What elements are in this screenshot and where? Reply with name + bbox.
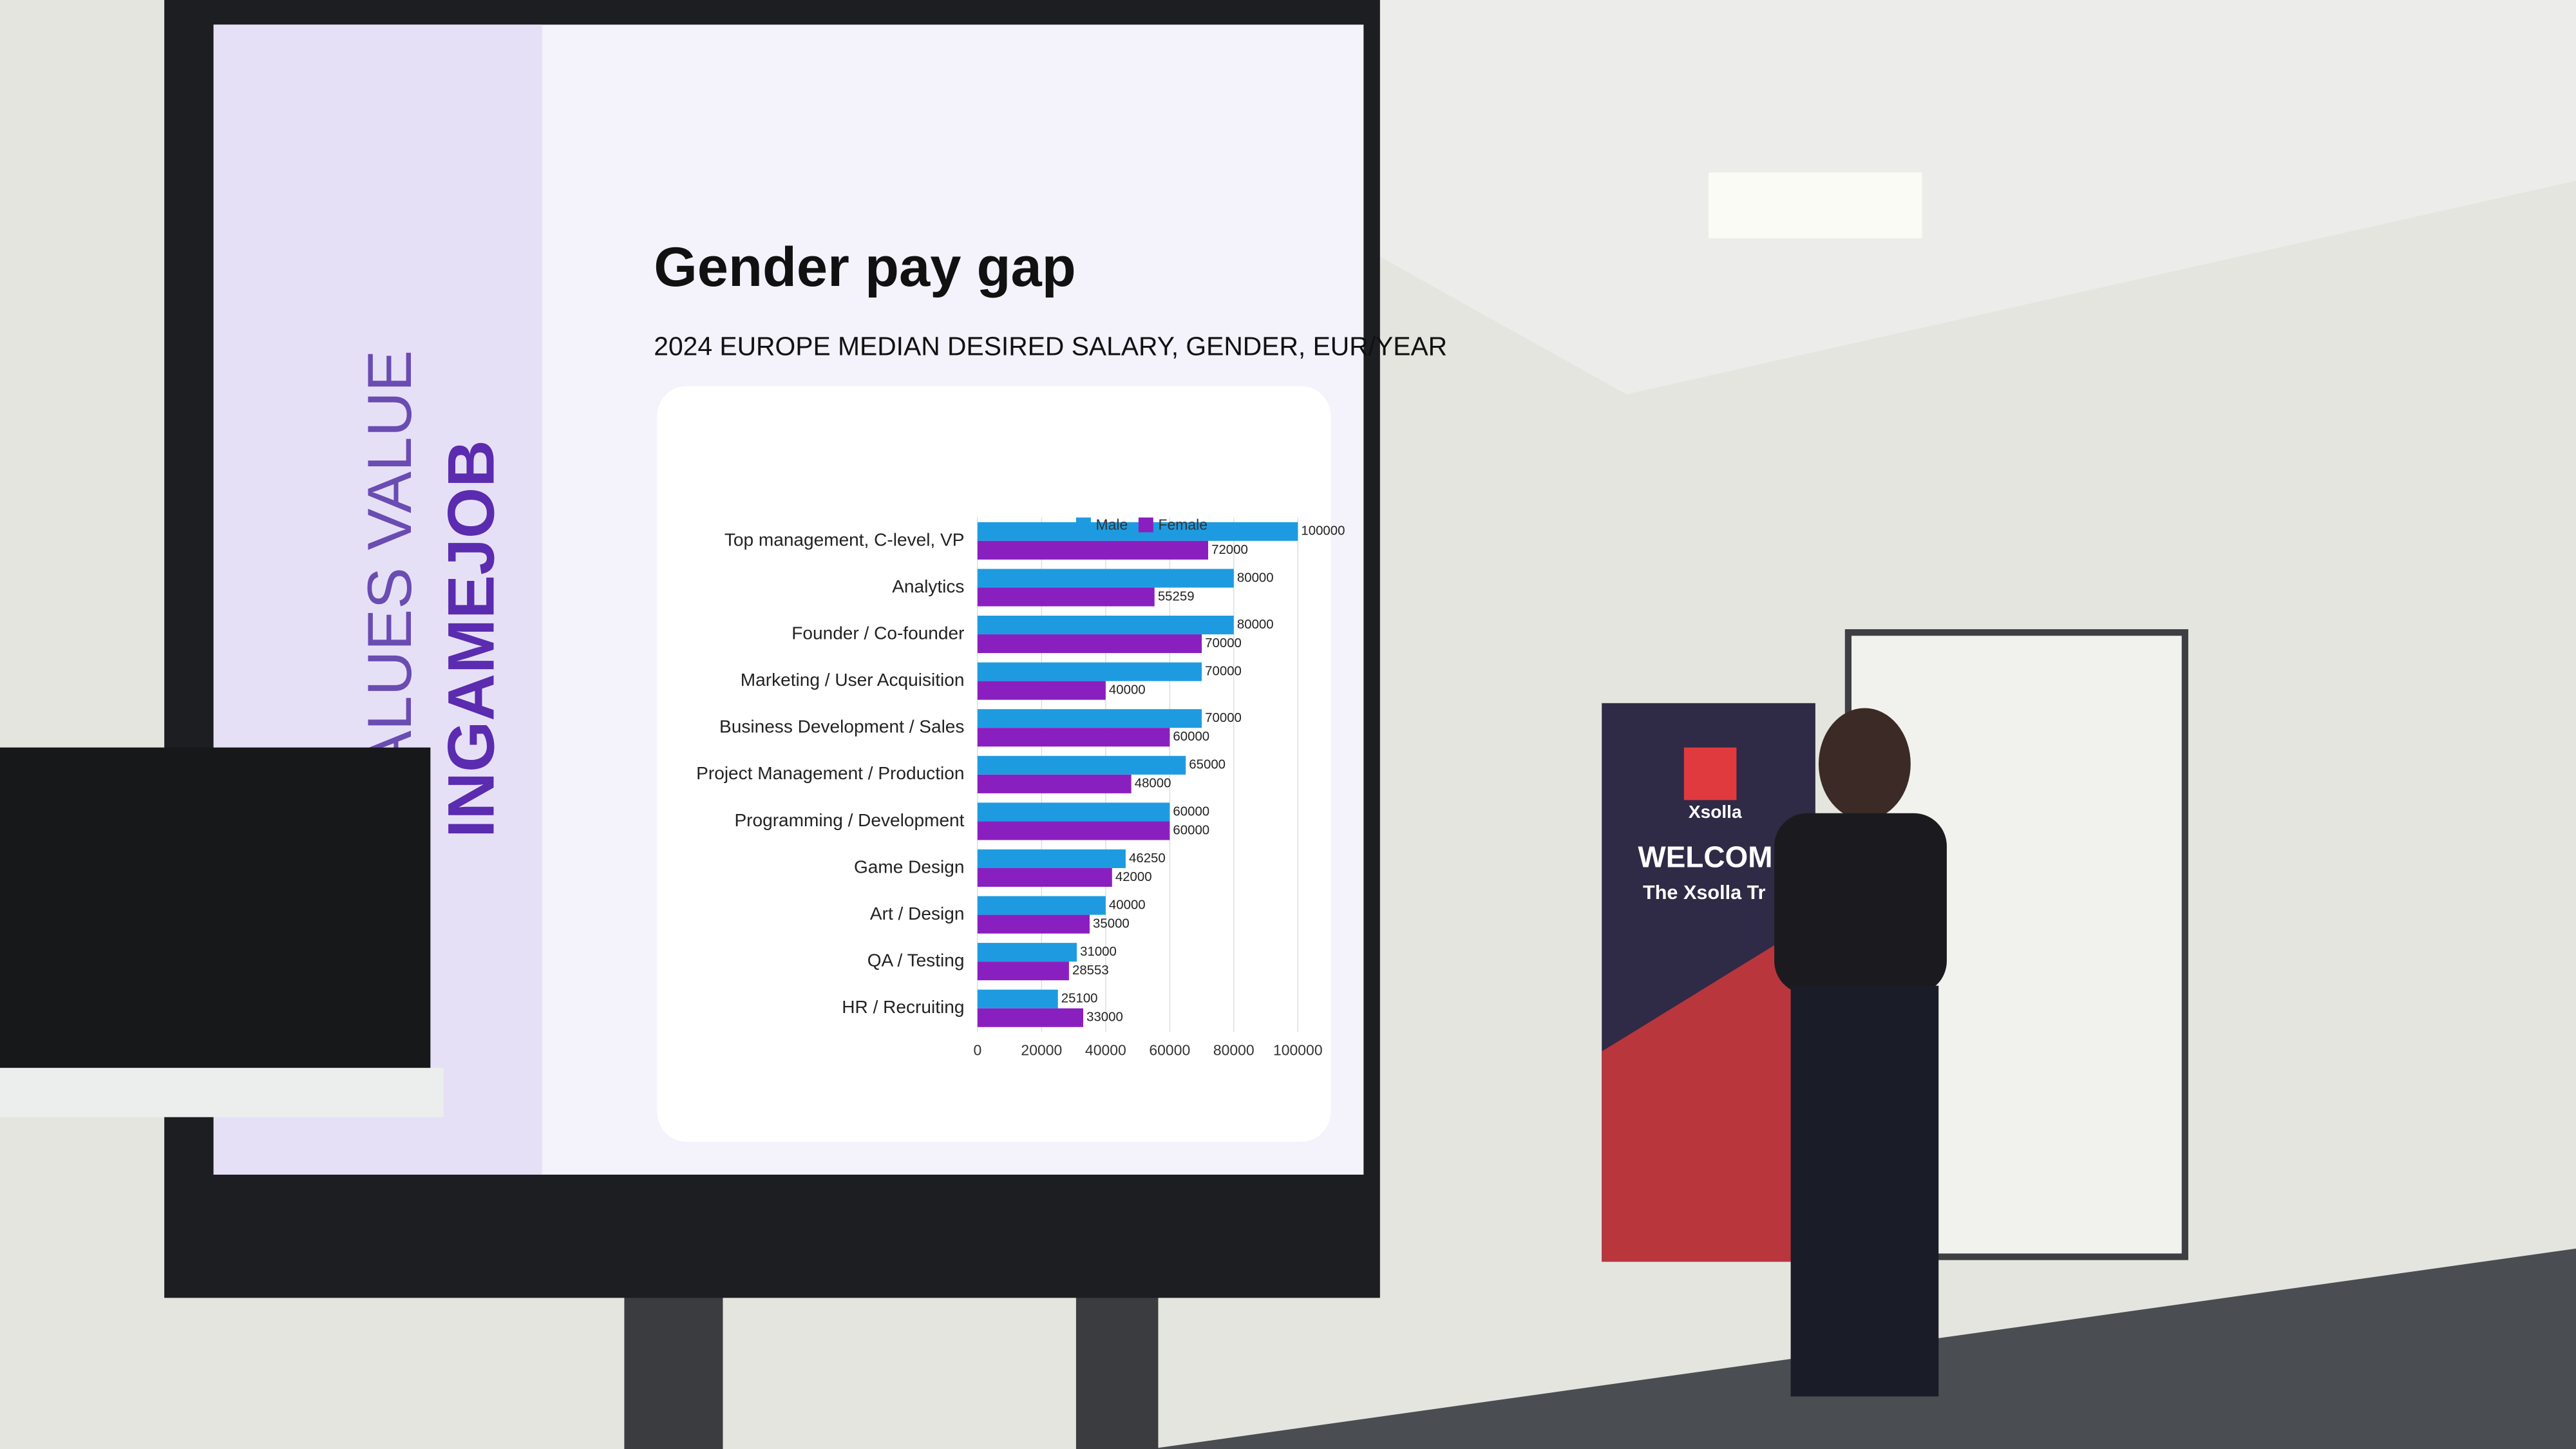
value-label: 40000 [1109, 898, 1146, 912]
speaker-body [1774, 813, 1947, 994]
value-label: 80000 [1237, 571, 1274, 585]
value-label: 55259 [1158, 589, 1195, 603]
y-tick-label: Project Management / Production [696, 763, 964, 783]
x-tick-label: 20000 [1021, 1042, 1062, 1059]
bar [977, 821, 1170, 840]
bar [977, 896, 1106, 915]
value-label: 25100 [1061, 992, 1098, 1006]
value-label: 65000 [1189, 758, 1226, 772]
desk [0, 1068, 444, 1117]
legend-swatch [1075, 517, 1091, 533]
value-label: 80000 [1237, 618, 1274, 632]
y-tick-label: QA / Testing [867, 951, 965, 971]
value-label: 70000 [1205, 711, 1242, 725]
bar [977, 587, 1155, 607]
bar [977, 943, 1077, 962]
ceiling-light [1709, 172, 1922, 238]
x-tick-label: 0 [973, 1042, 981, 1059]
bar [977, 634, 1202, 654]
value-label: 42000 [1115, 870, 1152, 884]
bar [977, 728, 1170, 747]
y-tick-label: Top management, C-level, VP [724, 529, 965, 549]
bar [977, 989, 1058, 1009]
value-label: 31000 [1080, 945, 1117, 959]
legend-swatch [1138, 517, 1153, 533]
legend-label: Male [1096, 516, 1128, 533]
bar [977, 774, 1132, 793]
x-tick-label: 60000 [1149, 1042, 1190, 1059]
x-tick-label: 100000 [1273, 1042, 1323, 1059]
value-label: 46250 [1129, 851, 1166, 866]
bar [977, 802, 1170, 822]
bar [977, 681, 1106, 700]
value-label: 70000 [1205, 636, 1242, 650]
value-label: 70000 [1205, 665, 1242, 679]
bar [977, 961, 1069, 981]
banner-logo [1683, 747, 1737, 800]
y-tick-label: Game Design [854, 857, 964, 876]
legend-label: Female [1158, 516, 1208, 533]
bar [977, 709, 1202, 728]
banner-brand: Xsolla [1689, 802, 1742, 822]
brand: INGAMEJOB [435, 440, 508, 838]
bar [977, 522, 1298, 541]
y-tick-label: Analytics [892, 576, 964, 596]
y-tick-label: HR / Recruiting [842, 997, 964, 1017]
value-label: 60000 [1173, 823, 1209, 837]
bar [977, 1008, 1084, 1027]
value-label: 60000 [1173, 804, 1209, 819]
y-tick-label: Programming / Development [734, 810, 964, 830]
value-label: 40000 [1109, 683, 1146, 697]
speaker-legs [1790, 985, 1939, 1397]
y-tick-label: Business Development / Sales [719, 717, 964, 737]
bar [977, 867, 1112, 887]
value-label: 100000 [1301, 524, 1345, 538]
value-label: 72000 [1211, 543, 1248, 557]
value-label: 35000 [1093, 916, 1130, 931]
chart-subtitle: 2024 EUROPE MEDIAN DESIRED SALARY, GENDE… [654, 332, 1447, 361]
bar [977, 914, 1090, 934]
chart: 0 20000 40000 60000 80000 100000 Top managemen… [696, 516, 1345, 1058]
laptop [0, 747, 431, 1076]
value-label: 48000 [1135, 777, 1171, 791]
bar [977, 569, 1234, 588]
x-tick-label: 40000 [1085, 1042, 1126, 1059]
value-label: 60000 [1173, 730, 1209, 744]
bar [977, 616, 1234, 635]
chart-title: Gender pay gap [654, 236, 1075, 298]
slogan: ALUES VALUE [354, 350, 424, 772]
banner-art [1602, 920, 1815, 1262]
bar [977, 662, 1202, 681]
y-tick-label: Marketing / User Acquisition [741, 670, 965, 690]
bar [977, 849, 1126, 868]
x-tick-label: 80000 [1213, 1042, 1255, 1059]
y-tick-label: Founder / Co-founder [791, 623, 964, 643]
value-label: 28553 [1072, 963, 1109, 978]
speaker-hair [1818, 708, 1911, 820]
banner-subtitle: The Xsolla Tr [1643, 882, 1766, 904]
value-label: 33000 [1086, 1010, 1123, 1025]
bar [977, 540, 1209, 560]
bar [977, 755, 1186, 775]
y-tick-label: Art / Design [870, 904, 965, 923]
